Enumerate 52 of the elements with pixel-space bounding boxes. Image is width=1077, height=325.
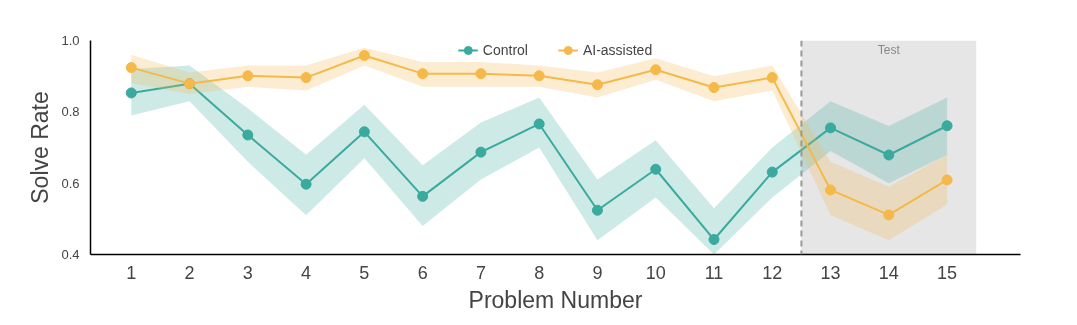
- x-tick-label: 1: [126, 262, 137, 283]
- x-tick-label: 8: [534, 262, 545, 283]
- point: [358, 49, 370, 61]
- y-tick-label: 1.0: [61, 33, 80, 48]
- x-tick-label: 6: [417, 262, 428, 283]
- point: [242, 129, 254, 141]
- point: [475, 146, 487, 158]
- point: [591, 204, 603, 216]
- point: [883, 209, 895, 221]
- point: [358, 126, 370, 138]
- x-tick-label: 11: [704, 262, 724, 283]
- point: [650, 64, 662, 76]
- legend-label: AI-assisted: [582, 42, 653, 58]
- x-axis-title: Problem Number: [468, 286, 643, 313]
- point: [417, 190, 429, 202]
- x-tick-label: 7: [475, 262, 486, 283]
- point: [766, 166, 778, 178]
- legend-label: Control: [482, 42, 528, 58]
- band-label: Test: [877, 42, 901, 57]
- point: [591, 79, 603, 91]
- point: [533, 70, 545, 82]
- y-tick-label: 0.8: [61, 104, 80, 120]
- point: [708, 82, 720, 94]
- point: [766, 72, 778, 84]
- x-tick-label: 13: [820, 262, 841, 283]
- y-tick-label: 0.4: [61, 247, 80, 262]
- point: [825, 122, 837, 134]
- point: [125, 62, 137, 74]
- x-tick-label: 15: [937, 262, 958, 283]
- point: [242, 70, 254, 82]
- x-tick-label: 12: [762, 262, 783, 283]
- x-tick-label: 5: [359, 262, 370, 283]
- point: [475, 68, 487, 80]
- y-axis-title: Solve Rate: [27, 91, 54, 204]
- x-tick-label: 10: [645, 262, 666, 283]
- point: [417, 68, 429, 80]
- point: [708, 234, 720, 246]
- y-tick-label: 0.6: [61, 175, 80, 191]
- point: [300, 178, 312, 190]
- point: [883, 149, 895, 161]
- point: [941, 174, 953, 186]
- x-tick-label: 14: [878, 262, 899, 283]
- x-tick-label: 2: [184, 262, 195, 283]
- point: [650, 163, 662, 175]
- x-tick-label: 9: [592, 262, 603, 283]
- point: [125, 87, 137, 99]
- point: [825, 184, 837, 196]
- x-tick-label: 3: [242, 262, 253, 283]
- x-tick-label: 4: [301, 262, 312, 283]
- point: [300, 72, 312, 84]
- point: [533, 118, 545, 130]
- point: [941, 120, 953, 132]
